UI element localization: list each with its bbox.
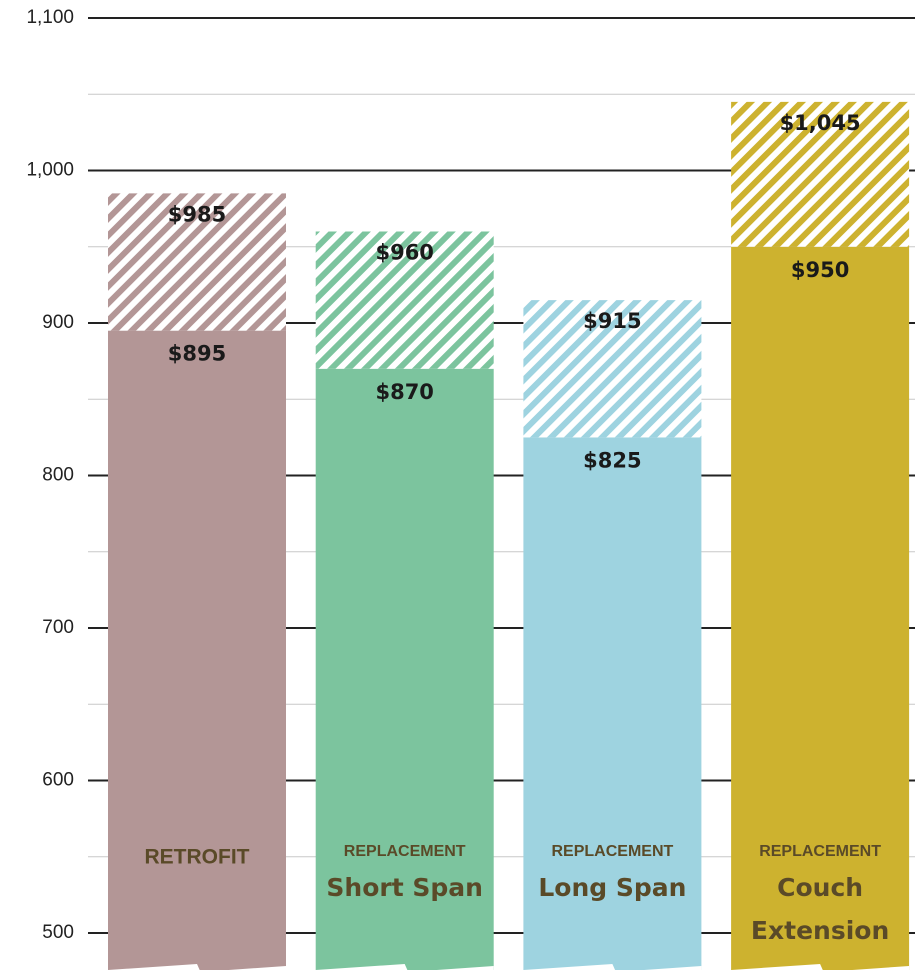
category-label: REPLACEMENT	[344, 843, 466, 860]
low-value-label: $950	[791, 258, 849, 282]
bar-base	[108, 330, 286, 970]
category-label: REPLACEMENT	[552, 843, 674, 860]
y-tick-label: 900	[42, 312, 74, 333]
high-value-label: $915	[583, 309, 641, 333]
category-label: REPLACEMENT	[759, 843, 881, 860]
category-sublabel: Extension	[751, 916, 889, 945]
bar-base	[315, 368, 494, 970]
y-tick-label: 500	[42, 922, 74, 943]
bar-torn-edge	[731, 964, 910, 978]
bar-range	[731, 101, 910, 247]
high-value-label: $1,045	[780, 111, 861, 135]
y-tick-label: 700	[42, 617, 74, 638]
y-tick-label: 800	[42, 465, 74, 486]
bar-base	[731, 246, 910, 970]
y-tick-label: 1,100	[26, 7, 74, 28]
bar-range	[315, 231, 494, 369]
y-tick-label: 1,000	[26, 160, 74, 181]
bar-torn-edge	[523, 964, 702, 978]
bar-range	[523, 300, 702, 438]
category-label: RETROFIT	[145, 846, 250, 869]
bar-base	[523, 437, 702, 970]
high-value-label: $985	[168, 202, 226, 226]
bar-range	[108, 193, 286, 331]
low-value-label: $825	[583, 448, 641, 472]
category-sublabel: Long Span	[538, 873, 686, 902]
category-sublabel: Couch	[777, 873, 863, 902]
category-sublabel: Short Span	[326, 873, 483, 902]
bar-torn-edge	[315, 964, 494, 978]
bar-torn-edge	[108, 964, 286, 978]
y-tick-label: 600	[42, 770, 74, 791]
low-value-label: $895	[168, 342, 226, 366]
high-value-label: $960	[375, 241, 433, 265]
low-value-label: $870	[375, 380, 433, 404]
